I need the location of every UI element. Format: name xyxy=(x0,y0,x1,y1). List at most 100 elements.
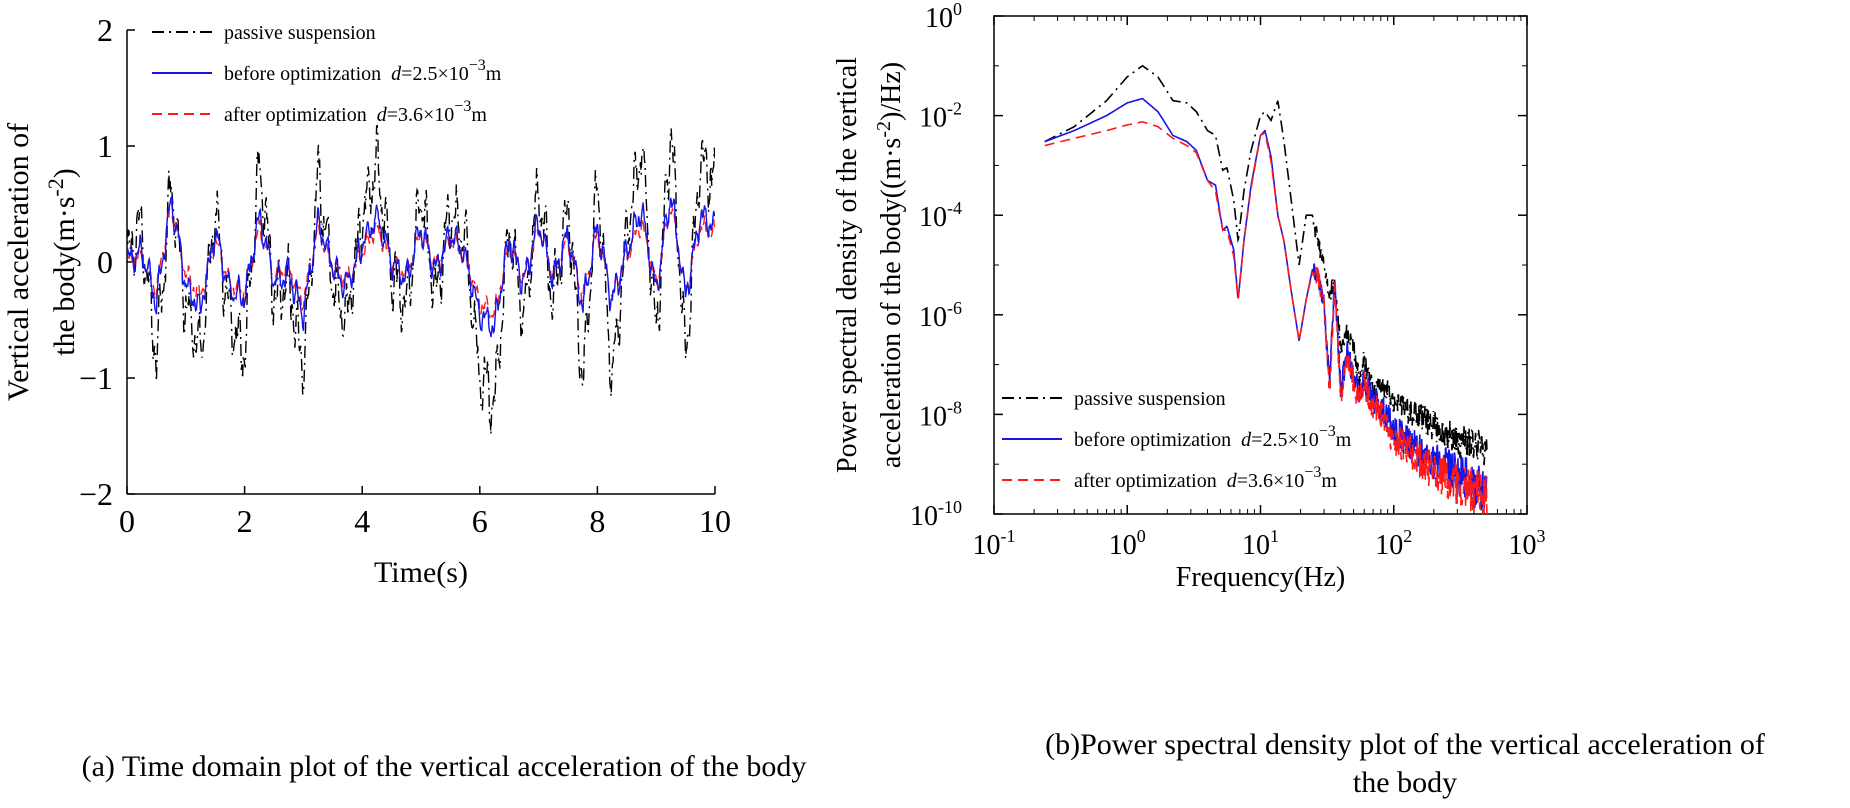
y-axis-title-exp: -2 xyxy=(43,178,68,196)
legend-label-2: after optimization d=3.6×10−3m xyxy=(224,98,487,126)
x-tick-base-3: 10 xyxy=(1375,530,1403,561)
x-tick-label-0: 0 xyxy=(119,503,135,539)
y-tick-label-2: 0 xyxy=(97,244,113,280)
y-tick-label-0: 10-10 xyxy=(910,497,962,532)
legend-eq-1: =2.5×10 xyxy=(401,63,469,85)
legend-label-0: passive suspension xyxy=(224,22,376,44)
y-tick-label-3: 1 xyxy=(97,128,113,164)
x-tick-label-3: 6 xyxy=(472,503,488,539)
y-axis-title-exp: -2 xyxy=(873,121,895,138)
x-tick-label-0: 10-1 xyxy=(973,526,1016,561)
x-tick-exp-2: 1 xyxy=(1270,526,1279,546)
legend-var-2: d xyxy=(377,104,388,126)
y-tick-base-4: 10 xyxy=(919,103,947,134)
legend-exp-2: −3 xyxy=(1304,464,1321,481)
y-tick-label-4: 10-2 xyxy=(919,99,962,134)
legend-gap-2 xyxy=(367,104,377,126)
panel-a-time-domain-chart: 0 2 4 6 8 10 −2 −1 0 1 2 Time(s) Vertical accelerati… xyxy=(2,12,731,589)
legend-gap-1 xyxy=(381,63,391,85)
y-tick-label-1: −1 xyxy=(79,360,113,396)
legend-eq-1: =2.5×10 xyxy=(1251,429,1319,451)
y-axis-title-line1: Power spectral density of the vertical xyxy=(832,57,863,473)
y-tick-exp-1: -8 xyxy=(947,397,962,417)
x-tick-base-4: 10 xyxy=(1509,530,1537,561)
y-tick-label-0: −2 xyxy=(79,476,113,512)
y-tick-exp-3: -4 xyxy=(947,198,962,218)
y-tick-label-5: 100 xyxy=(925,0,962,34)
caption-b-line1: (b)Power spectral density plot of the ve… xyxy=(1045,728,1765,761)
panel-b-plot xyxy=(1044,65,1488,514)
panel-b-psd-chart: 10-1 100 101 102 10310-1010-810-610-410-2100… xyxy=(832,0,1546,593)
y-axis-title-text: the body(m·s xyxy=(48,197,81,356)
x-tick-label-3: 102 xyxy=(1375,526,1412,561)
legend-exp-2: −3 xyxy=(454,98,471,115)
legend-text-2: after optimization xyxy=(1074,470,1217,492)
y-axis-title-line1: Vertical acceleration of xyxy=(2,123,35,401)
x-tick-label-1: 2 xyxy=(237,503,253,539)
legend-label-0: passive suspension xyxy=(1074,388,1226,410)
series-line-passive-suspension xyxy=(1044,65,1488,466)
y-axis-title-line2: the body(m·s-2) xyxy=(43,168,81,355)
y-tick-exp-2: -6 xyxy=(947,298,962,318)
legend-exp-1: −3 xyxy=(469,57,486,74)
legend-var-1: d xyxy=(1241,429,1252,451)
legend-unit-1: m xyxy=(1336,429,1352,451)
legend-var-1: d xyxy=(391,63,402,85)
legend-unit-2: m xyxy=(471,104,487,126)
x-tick-exp-0: -1 xyxy=(1001,526,1016,546)
y-axis-title-close: ) xyxy=(48,168,81,178)
legend-label-1: before optimization d=2.5×10−3m xyxy=(224,57,502,85)
legend-unit-2: m xyxy=(1321,470,1337,492)
legend-text-2: after optimization xyxy=(224,104,367,126)
x-tick-label-1: 100 xyxy=(1109,526,1146,561)
legend-text-1: before optimization xyxy=(224,63,381,85)
legend-gap-1 xyxy=(1231,429,1241,451)
x-tick-exp-4: 3 xyxy=(1537,526,1546,546)
legend-label-1: before optimization d=2.5×10−3m xyxy=(1074,423,1352,451)
y-tick-label-4: 2 xyxy=(97,12,113,48)
legend-var-2: d xyxy=(1227,470,1238,492)
x-tick-exp-3: 2 xyxy=(1403,526,1412,546)
y-tick-base-3: 10 xyxy=(919,202,947,233)
y-tick-label-3: 10-4 xyxy=(919,198,962,233)
caption-b-line2: the body xyxy=(1352,766,1458,799)
legend-text-1: before optimization xyxy=(1074,429,1231,451)
x-tick-label-2: 101 xyxy=(1242,526,1279,561)
y-tick-base-5: 10 xyxy=(925,3,953,34)
series-line-before-optimization xyxy=(127,196,715,338)
y-axis-title-text: acceleration of the body((m·s xyxy=(876,138,907,468)
y-tick-label-1: 10-8 xyxy=(919,397,962,432)
x-axis-title: Time(s) xyxy=(374,556,468,589)
panel-a-axes: 0 2 4 6 8 10 −2 −1 0 1 2 Time(s) Vertical accelerati… xyxy=(2,12,731,589)
y-axis-title-close: )/Hz) xyxy=(876,62,907,121)
x-tick-exp-1: 0 xyxy=(1137,526,1146,546)
x-tick-base-0: 10 xyxy=(973,530,1001,561)
panel-b-axes: 10-1 100 101 102 10310-1010-810-610-410-2100… xyxy=(832,0,1546,593)
y-tick-exp-5: 0 xyxy=(953,0,962,19)
legend-gap-2 xyxy=(1217,470,1227,492)
legend-text-0: passive suspension xyxy=(224,22,376,44)
legend-exp-1: −3 xyxy=(1319,423,1336,440)
series-line-passive-suspension xyxy=(127,124,715,435)
x-tick-label-2: 4 xyxy=(354,503,370,539)
y-axis-title-line2: acceleration of the body((m·s-2)/Hz) xyxy=(873,62,907,468)
series-line-after-optimization xyxy=(1044,120,1488,514)
legend-eq-2: =3.6×10 xyxy=(1237,470,1305,492)
legend-label-2: after optimization d=3.6×10−3m xyxy=(1074,464,1337,492)
x-tick-label-5: 10 xyxy=(699,503,731,539)
legend-eq-2: =3.6×10 xyxy=(387,104,455,126)
y-tick-base-0: 10 xyxy=(910,501,938,532)
x-tick-base-1: 10 xyxy=(1109,530,1137,561)
legend-text-0: passive suspension xyxy=(1074,388,1226,410)
caption-a: (a) Time domain plot of the vertical acc… xyxy=(81,750,807,783)
x-tick-label-4: 8 xyxy=(589,503,605,539)
y-tick-base-1: 10 xyxy=(919,401,947,432)
panel-a-plot xyxy=(127,124,715,435)
legend-unit-1: m xyxy=(486,63,502,85)
x-axis-title: Frequency(Hz) xyxy=(1176,562,1345,593)
y-tick-exp-0: -10 xyxy=(938,497,962,517)
x-tick-label-4: 103 xyxy=(1509,526,1546,561)
